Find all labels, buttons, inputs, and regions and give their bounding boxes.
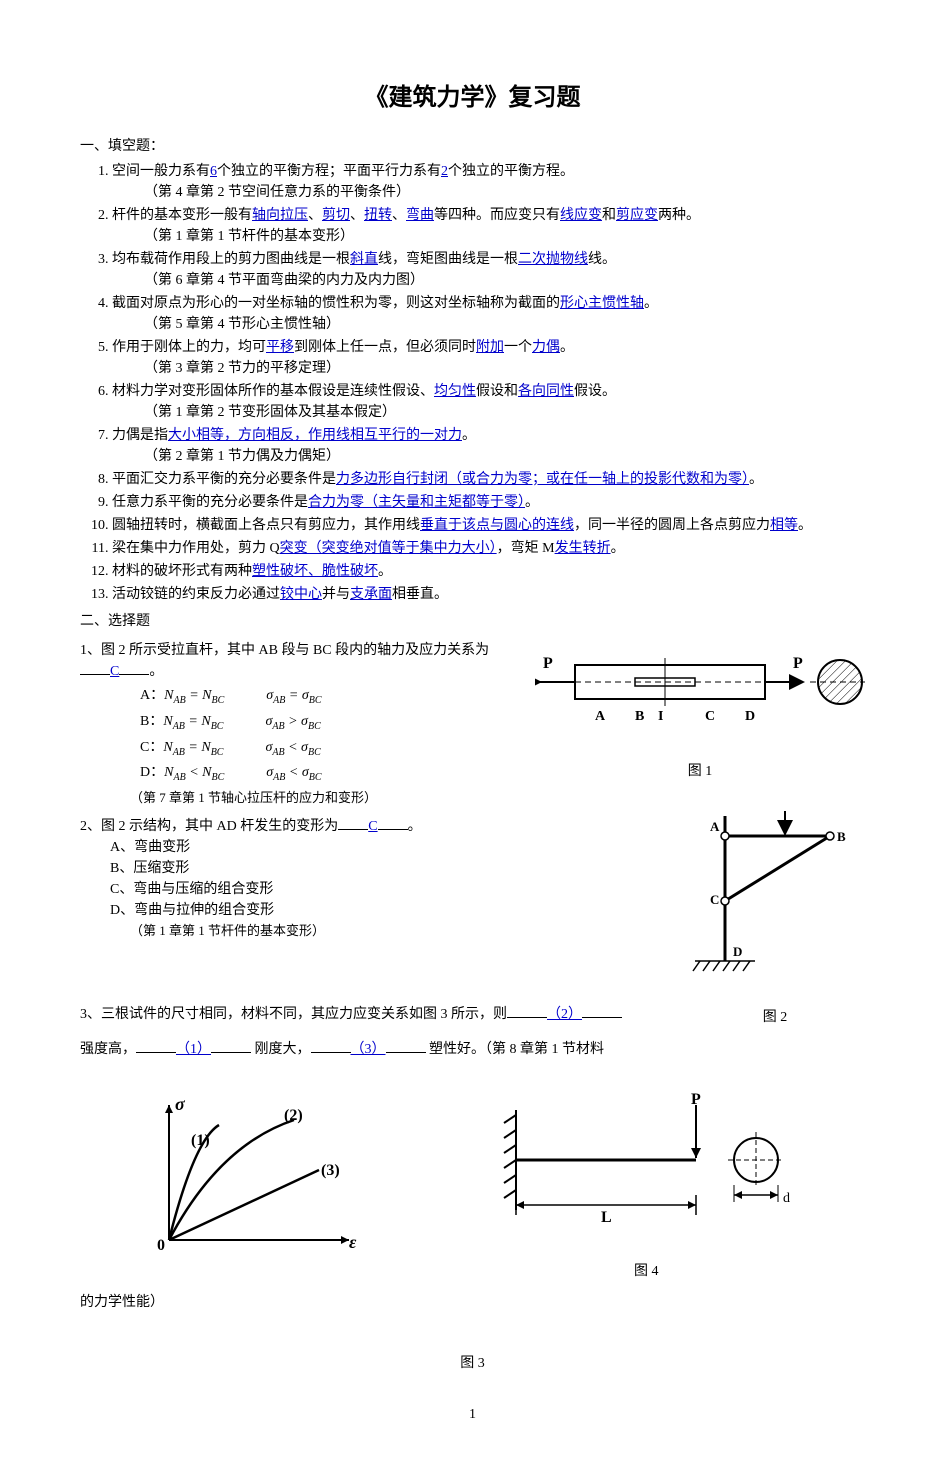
section-1-head: 一、填空题： — [80, 136, 865, 157]
q1-opt-a-eq: NAB = NBC σAB = σBC — [164, 688, 321, 703]
figure-3-caption: 图 3 — [80, 1353, 865, 1374]
fill-10: 圆轴扭转时，横截面上各点只有剪应力，其作用线垂直于该点与圆心的连线，同一半径的圆… — [112, 515, 865, 536]
fill-5-ref: （第 3 章第 2 节力的平移定理） — [112, 358, 865, 379]
svg-text:B: B — [635, 709, 644, 724]
section-2-head: 二、选择题 — [80, 611, 865, 632]
svg-text:P: P — [543, 655, 553, 672]
fill-6: 材料力学对变形固体所作的基本假设是连续性假设、均匀性假设和各向同性假设。 （第 … — [112, 381, 865, 423]
fill-5: 作用于刚体上的力，均可平移到刚体上任一点，但必须同时附加一个力偶。 （第 3 章… — [112, 337, 865, 379]
q2-note: （第 1 章第 1 节杆件的基本变形） — [80, 921, 600, 941]
figure-1-svg: P P A B I C D — [535, 640, 865, 750]
svg-text:ε: ε — [349, 1232, 357, 1252]
svg-text:D: D — [733, 944, 742, 959]
q1-note: （第 7 章第 1 节轴心拉压杆的应力和变形） — [80, 788, 600, 808]
svg-text:C: C — [705, 709, 715, 724]
fill-3: 均布载荷作用段上的剪力图曲线是一根斜直线，弯矩图曲线是一根二次抛物线线。 （第 … — [112, 249, 865, 291]
fill-7: 力偶是指大小相等，方向相反，作用线相互平行的一对力。 （第 2 章第 1 节力偶… — [112, 425, 865, 467]
page-title: 《建筑力学》复习题 — [80, 80, 865, 116]
fill-8: 平面汇交力系平衡的充分必要条件是力多边形自行封闭（或合力为零；或在任一轴上的投影… — [112, 469, 865, 490]
fill-2-ref: （第 1 章第 1 节杆件的基本变形） — [112, 226, 865, 247]
figure-1: P P A B I C D 图 1 — [535, 640, 865, 782]
fill-list: 空间一般力系有6个独立的平衡方程；平面平行力系有2个独立的平衡方程。 （第 4 … — [80, 161, 865, 605]
svg-text:A: A — [710, 819, 720, 834]
fill-3-ref: （第 6 章第 4 节平面弯曲梁的内力及内力图） — [112, 270, 865, 291]
svg-text:P: P — [793, 655, 803, 672]
fill-1: 空间一般力系有6个独立的平衡方程；平面平行力系有2个独立的平衡方程。 （第 4 … — [112, 161, 865, 203]
svg-text:d: d — [783, 1191, 790, 1206]
fill-1-ref: （第 4 章第 2 节空间任意力系的平衡条件） — [112, 182, 865, 203]
mc-q2: A B C D 图 2 2、图 2 示结构，其中 AD 杆发生的变形为C。 A、… — [80, 816, 865, 996]
svg-text:A: A — [595, 709, 606, 724]
svg-text:(2): (2) — [284, 1107, 303, 1124]
svg-text:σ: σ — [175, 1094, 186, 1114]
fill-4-ref: （第 5 章第 4 节形心主惯性轴） — [112, 314, 865, 335]
mc-q3: 3、三根试件的尺寸相同，材料不同，其应力应变关系如图 3 所示，则（2） 强度高… — [80, 1004, 865, 1060]
svg-text:D: D — [745, 709, 755, 724]
fill-12: 材料的破坏形式有两种塑性破坏、脆性破坏。 — [112, 561, 865, 582]
fill-13: 活动铰链的约束反力必通过铰中心并与支承面相垂直。 — [112, 584, 865, 605]
fill-2: 杆件的基本变形一般有轴向拉压、剪切、扭转、弯曲等四种。而应变只有线应变和剪应变两… — [112, 205, 865, 247]
svg-text:(3): (3) — [321, 1162, 340, 1179]
figure-2: A B C D 图 2 — [685, 806, 865, 1028]
figure-1-caption: 图 1 — [535, 761, 865, 782]
figure-4: P L d 图 4 — [486, 1090, 806, 1282]
page-number: 1 — [80, 1404, 865, 1425]
figure-row: 0 ε σ (1) (2) (3) P L — [80, 1090, 865, 1282]
figure-2-svg: A B C D — [685, 806, 865, 996]
mc-q1: P P A B I C D 图 1 1、图 2 所示受拉直杆，其中 AB 段与 … — [80, 640, 865, 808]
svg-text:B: B — [837, 829, 846, 844]
fill-7-ref: （第 2 章第 1 节力偶及力偶矩） — [112, 446, 865, 467]
svg-text:L: L — [601, 1209, 612, 1226]
svg-text:I: I — [658, 709, 663, 724]
svg-text:C: C — [710, 892, 719, 907]
svg-text:(1): (1) — [191, 1132, 210, 1149]
svg-text:P: P — [691, 1091, 701, 1108]
fill-11: 梁在集中力作用处，剪力 Q突变（突变绝对值等于集中力大小），弯矩 M发生转折。 — [112, 538, 865, 559]
fill-9: 任意力系平衡的充分必要条件是合力为零（主矢量和主矩都等于零）。 — [112, 492, 865, 513]
q3-note-tail: 的力学性能） — [80, 1292, 865, 1313]
fill-6-ref: （第 1 章第 2 节变形固体及其基本假定） — [112, 402, 865, 423]
figure-3: 0 ε σ (1) (2) (3) — [139, 1090, 369, 1282]
q2-options: A、弯曲变形 B、压缩变形 C、弯曲与压缩的组合变形 D、弯曲与拉伸的组合变形 — [80, 837, 600, 921]
q1-options: A：NAB = NBC σAB = σBC B：NAB = NBC σAB > … — [80, 685, 600, 785]
fill-4: 截面对原点为形心的一对坐标轴的惯性积为零，则这对坐标轴称为截面的形心主惯性轴。 … — [112, 293, 865, 335]
figure-4-caption: 图 4 — [486, 1261, 806, 1282]
svg-text:0: 0 — [157, 1237, 165, 1254]
